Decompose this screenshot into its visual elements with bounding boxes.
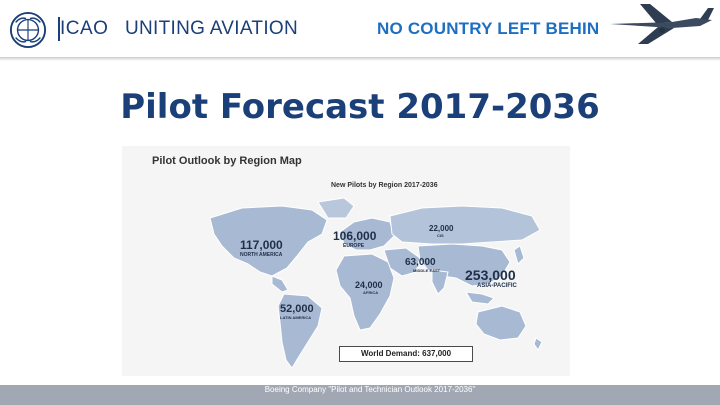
org-tagline: UNITING AVIATION	[125, 18, 298, 39]
region-value: 52,000	[280, 303, 314, 315]
header-divider	[0, 57, 720, 61]
region-value: 24,000	[355, 280, 383, 290]
greenland-landmass	[317, 197, 355, 219]
region-label-middle-east: 63,000 MIDDLE EAST	[405, 257, 440, 273]
logo-separator	[58, 17, 60, 41]
europe-landmass	[339, 217, 395, 251]
japan-landmass	[513, 245, 525, 265]
region-label-europe: 106,000 EUROPE	[333, 229, 376, 249]
southeast-asia-islands	[465, 291, 495, 305]
region-name: ASIA-PACIFIC	[477, 283, 517, 289]
region-name: MIDDLE EAST	[413, 268, 441, 273]
org-abbrev: ICAO	[60, 18, 109, 39]
icao-emblem-icon	[9, 11, 47, 49]
org-motto: NO COUNTRY LEFT BEHIND	[377, 19, 612, 38]
region-name: EUROPE	[343, 243, 365, 249]
region-label-north-america: 117,000 NORTH AMERICA	[240, 238, 283, 258]
region-label-africa: 24,000 AFRICA	[355, 280, 383, 295]
slide-title: Pilot Forecast 2017-2036	[120, 87, 600, 127]
world-demand-box: World Demand: 637,000	[339, 346, 473, 362]
india-landmass	[431, 269, 449, 295]
region-value: 253,000	[465, 267, 516, 283]
region-value: 63,000	[405, 257, 436, 268]
source-citation: Boeing Company "Pilot and Technician Out…	[264, 385, 476, 394]
region-label-cis: 22,000 CIS	[429, 224, 453, 238]
region-value: 106,000	[333, 229, 377, 243]
region-name: CIS	[437, 233, 444, 238]
footer-bar: Boeing Company "Pilot and Technician Out…	[0, 385, 720, 405]
north-america-landmass	[209, 205, 328, 277]
airplane-icon	[600, 0, 720, 48]
region-label-latin-america: 52,000 LATIN AMERICA	[280, 303, 314, 320]
region-value: 22,000	[429, 224, 454, 233]
map-heading: Pilot Outlook by Region Map	[152, 155, 302, 167]
cis-landmass	[389, 205, 541, 245]
header-bar: ICAO UNITING AVIATION NO COUNTRY LEFT BE…	[0, 0, 720, 58]
world-map	[209, 197, 543, 369]
africa-landmass	[335, 253, 395, 331]
map-subheading: New Pilots by Region 2017-2036	[331, 182, 438, 189]
region-value: 117,000	[240, 238, 283, 252]
south-america-landmass	[277, 293, 323, 369]
region-name: NORTH AMERICA	[240, 252, 283, 258]
pilot-outlook-map: Pilot Outlook by Region Map New Pilots b…	[122, 146, 570, 376]
new-zealand-landmass	[533, 337, 543, 351]
australia-landmass	[475, 305, 527, 341]
region-label-asia-pacific: 253,000 ASIA-PACIFIC	[465, 267, 517, 289]
region-name: LATIN AMERICA	[280, 315, 312, 320]
central-america-landmass	[271, 275, 289, 293]
region-name: AFRICA	[363, 290, 379, 295]
